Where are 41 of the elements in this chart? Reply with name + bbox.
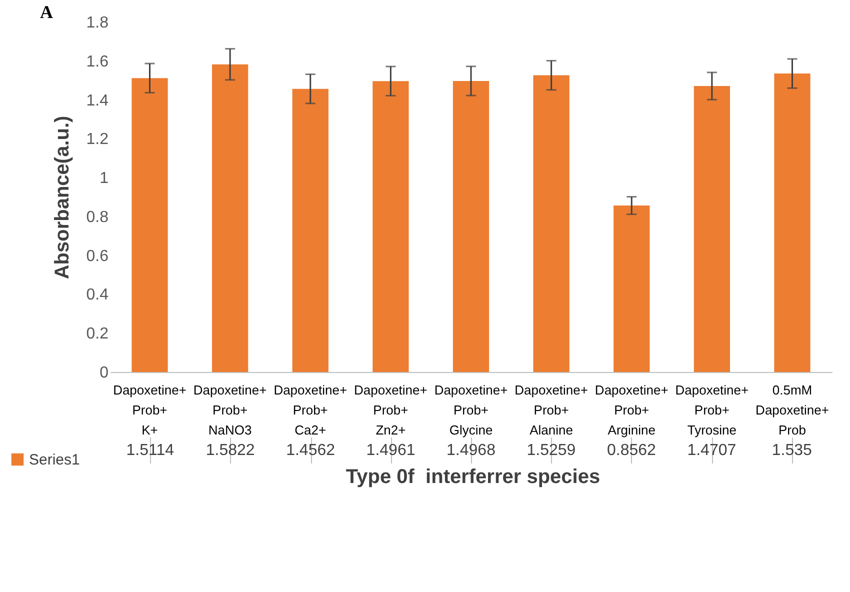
x-tick-label: Dapoxetine+Prob+Glycine [434, 382, 508, 438]
y-tick-label: 1.4 [86, 92, 109, 110]
x-tick-label: 0.5mM Dapoxetine+Prob [756, 382, 829, 438]
x-tick-label: Dapoxetine+Prob+Alanine [514, 382, 588, 438]
y-tick-label: 1.2 [86, 131, 109, 148]
x-tick-label: Dapoxetine+Prob+NaNO3 [193, 382, 267, 438]
data-label: 1.5114 [126, 442, 174, 459]
y-tick-label: 0.8 [86, 208, 109, 226]
bar [132, 78, 168, 372]
data-label: 1.5259 [526, 442, 576, 459]
y-axis-title: Absorbance(a.u.) [51, 116, 74, 280]
y-tick-label: 0.6 [86, 248, 109, 265]
y-tick-label: 1.8 [86, 14, 109, 32]
bar [292, 88, 328, 372]
x-tick-label: Dapoxetine+Prob+Zn2+ [354, 382, 428, 438]
data-label: 1.4968 [446, 442, 496, 459]
bar [614, 206, 650, 372]
data-label: 1.4707 [687, 442, 736, 459]
y-tick-label: 0 [100, 364, 109, 382]
data-label: 1.535 [772, 442, 812, 459]
bar [452, 80, 490, 372]
x-tick-label: Dapoxetine+Prob+Arginine [594, 382, 668, 438]
data-label: 1.5822 [206, 442, 255, 459]
y-tick-label: 1.6 [86, 53, 109, 70]
data-label: 1.4961 [366, 442, 416, 459]
data-label: 0.8562 [606, 442, 656, 459]
y-tick-label: 0.4 [86, 286, 109, 304]
bar [372, 81, 409, 372]
x-tick-label: Dapoxetine+Prob+Tyrosine [675, 382, 749, 438]
bar [533, 75, 570, 372]
x-tick-label: Dapoxetine+Prob+K+ [113, 382, 186, 438]
text: A [40, 2, 53, 23]
legend-label: Series1 [29, 452, 80, 468]
y-tick-label: 0.2 [86, 326, 109, 343]
bar [694, 86, 730, 372]
x-axis-title: Type 0f interferrer species [344, 466, 602, 489]
data-label: 1.4562 [286, 442, 336, 459]
bar [774, 74, 810, 372]
y-tick-label: 1 [100, 170, 109, 188]
bar [212, 64, 248, 372]
x-tick-label: Dapoxetine+Prob+Ca2+ [274, 382, 348, 438]
